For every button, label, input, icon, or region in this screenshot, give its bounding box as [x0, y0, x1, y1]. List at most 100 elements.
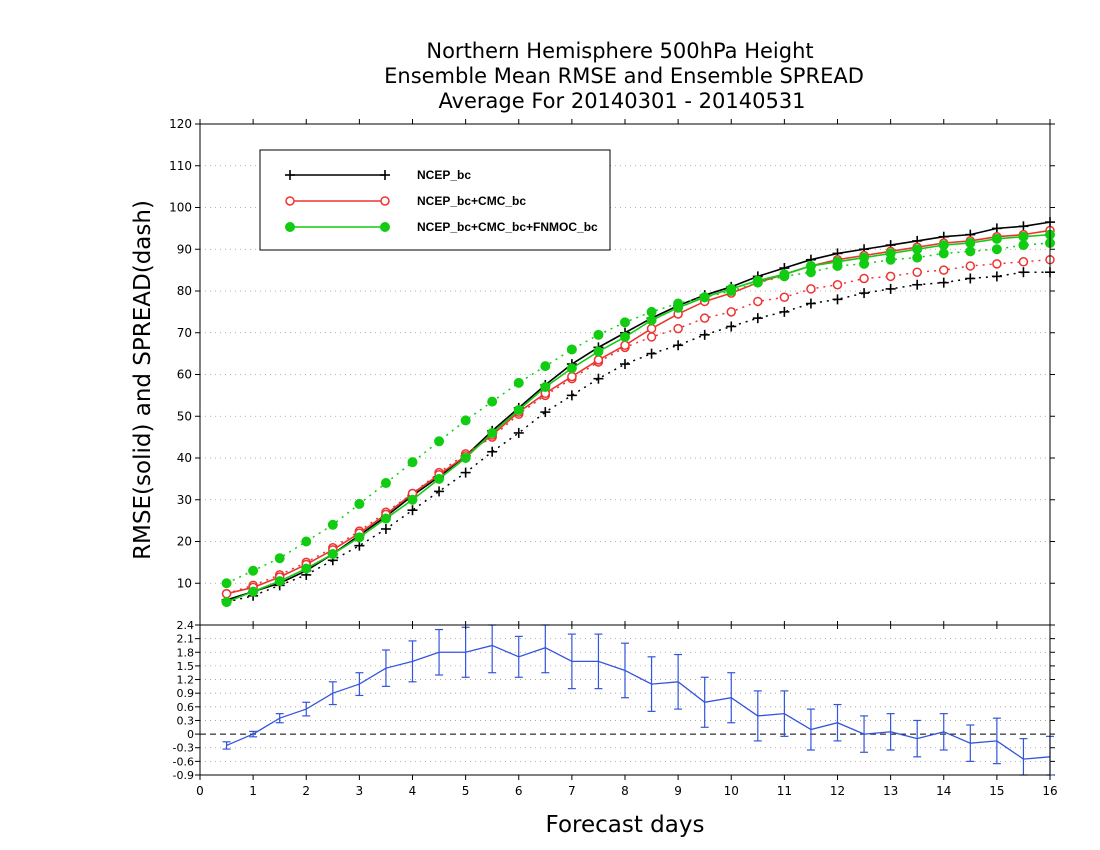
series-2-rmse-point [991, 233, 1002, 244]
legend-marker-end-2 [380, 222, 390, 232]
series-2-rmse-point [965, 237, 976, 248]
series-2-spread-point [991, 244, 1002, 255]
series-1-spread-point [1018, 257, 1029, 267]
series-2-spread-point [487, 396, 498, 407]
series-2-rmse-point [752, 275, 763, 286]
lower-y-tick-label: 2.4 [177, 619, 195, 632]
series-0-spread-point [487, 446, 498, 457]
error-bar [727, 672, 736, 724]
series-0-spread-point [620, 359, 630, 370]
error-bar [886, 713, 895, 751]
x-tick-label: 10 [724, 784, 739, 798]
series-0-spread-point [832, 294, 843, 305]
upper-y-tick-label: 20 [177, 535, 192, 549]
error-bar [275, 713, 284, 724]
lower-y-tick-label: 0 [187, 728, 194, 741]
error-bar [488, 624, 497, 674]
error-bar [594, 633, 603, 690]
series-2-rmse-point [354, 532, 365, 543]
legend-marker-start-2 [285, 222, 295, 232]
series-2-spread-point [646, 306, 657, 317]
series-0-spread-point [991, 271, 1002, 282]
series-2-spread-point [566, 344, 577, 355]
series-2-rmse-point [673, 302, 684, 313]
lower-series [222, 624, 1054, 776]
series-2-rmse-point [407, 494, 418, 505]
upper-y-tick-label: 60 [177, 368, 192, 382]
upper-y-tick-label: 80 [177, 284, 192, 298]
upper-y-ticks: 10 20 30 40 50 60 70 80 90 100 110 120 [169, 117, 1055, 590]
y-axis-label: RMSE(solid) and SPREAD(dash) [130, 200, 156, 560]
error-bar [674, 653, 683, 710]
series-2-rmse-line [226, 233, 1051, 603]
series-2-spread-point [354, 498, 365, 509]
legend-marker-start-0 [285, 170, 295, 180]
lower-y-tick-label: 0.3 [177, 714, 195, 727]
series-2-rmse-point [779, 269, 790, 280]
series-1-rmse-point [646, 323, 657, 334]
series-2-rmse-point [248, 586, 259, 597]
x-tick-label: 5 [462, 784, 470, 798]
error-bar [435, 628, 444, 676]
series-0-spread-point [859, 288, 870, 299]
series-0-spread-point [407, 505, 418, 516]
series-1-rmse-point [567, 371, 577, 382]
series-2-rmse-point [540, 382, 551, 393]
x-tick-label: 15 [989, 784, 1004, 798]
series-2-rmse-point [832, 256, 843, 267]
series-2-rmse-point [301, 563, 312, 574]
series-2-spread-point [513, 377, 524, 388]
lower-y-tick-label: -0.6 [173, 755, 194, 768]
legend-marker-end-1 [380, 196, 390, 206]
x-axis-label: Forecast days [546, 812, 705, 838]
series-0-spread-point [965, 273, 976, 284]
legend-marker-end-0 [380, 170, 390, 180]
error-bar [381, 649, 390, 687]
series-2-spread-point [620, 317, 630, 328]
series-2-rmse-point [221, 597, 232, 608]
lower-y-tick-label: 2.1 [177, 633, 195, 646]
x-tick-label: 9 [674, 784, 682, 798]
error-bar [833, 703, 842, 742]
series-2-spread-point [407, 457, 418, 468]
series-0-spread-point [752, 313, 763, 324]
series-2-rmse-point [487, 427, 498, 438]
upper-y-tick-label: 40 [177, 451, 192, 465]
series-2-spread-point [248, 565, 259, 576]
x-tick-label: 4 [409, 784, 417, 798]
series-2-rmse-point [620, 331, 630, 342]
error-bar [514, 635, 523, 678]
series-0-spread-point [673, 340, 684, 351]
series-2-rmse-point [460, 453, 471, 463]
chart-title-line-2: Ensemble Mean RMSE and Ensemble SPREAD [384, 64, 864, 88]
series-1-spread-point [885, 271, 896, 282]
x-tick-label: 6 [515, 784, 523, 798]
x-tick-label: 12 [830, 784, 845, 798]
lower-y-tick-label: 1.2 [177, 674, 195, 687]
lower-y-tick-label: 1.8 [177, 646, 195, 659]
series-2-rmse-point [885, 248, 896, 259]
x-tick-label: 11 [777, 784, 792, 798]
series-2-rmse-point [859, 252, 870, 263]
x-tick-label: 2 [302, 784, 310, 798]
series-2-spread-point [221, 578, 232, 589]
error-bar [408, 640, 417, 683]
series-2-spread-point [938, 248, 949, 259]
error-bar [860, 715, 869, 753]
series-1-spread-point [726, 307, 736, 317]
series-2-rmse-point [434, 473, 445, 484]
chart-title-line-1: Northern Hemisphere 500hPa Height [426, 39, 813, 63]
error-bar [700, 676, 709, 728]
upper-y-tick-label: 90 [177, 242, 192, 256]
series-2-spread-point [301, 536, 312, 547]
series-2-spread-point [593, 329, 604, 340]
series-0-spread-point [434, 486, 445, 497]
series-0-spread-line [226, 271, 1050, 603]
error-bar [621, 642, 629, 699]
series-2-rmse-point [327, 549, 338, 560]
error-bar [328, 681, 337, 706]
x-axis-ticks: 0 1 2 3 4 5 6 7 8 9 10 11 12 13 14 15 16 [196, 119, 1058, 798]
series-1-spread-point [859, 273, 869, 284]
upper-y-tick-label: 110 [169, 159, 192, 173]
